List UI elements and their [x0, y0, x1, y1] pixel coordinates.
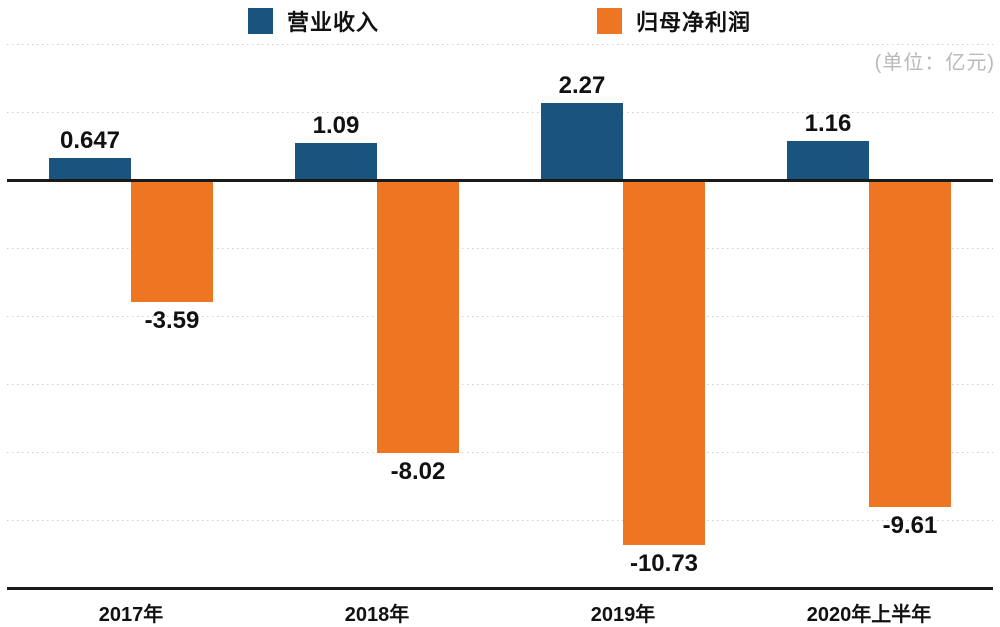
bar-revenue — [787, 140, 869, 180]
bar-revenue — [541, 102, 623, 180]
bar-profit — [623, 180, 705, 545]
value-label-profit: -10.73 — [629, 549, 699, 577]
bar-profit — [377, 180, 459, 453]
gridline — [7, 384, 993, 385]
gridline — [7, 452, 993, 453]
value-label-revenue: 0.647 — [59, 127, 121, 154]
bar-profit — [869, 180, 951, 507]
value-label-profit: -8.02 — [390, 457, 446, 485]
bar-revenue — [49, 158, 131, 180]
bottom-axis-line — [7, 587, 993, 590]
legend-swatch-profit-icon — [597, 8, 622, 34]
gridline — [7, 112, 993, 113]
gridline — [7, 248, 993, 249]
gridline — [7, 44, 993, 45]
unit-note: (单位：亿元) — [874, 52, 995, 74]
bar-revenue — [295, 142, 377, 180]
category-label: 2019年 — [590, 604, 656, 626]
zero-axis-line — [7, 179, 993, 182]
value-label-revenue: 1.16 — [804, 109, 852, 137]
value-label-profit: -3.59 — [144, 307, 200, 335]
category-label: 2017年 — [98, 604, 164, 626]
bar-profit — [131, 180, 213, 303]
legend-item-profit: 归母净利润 — [597, 8, 752, 35]
legend-label-profit: 归母净利润 — [636, 10, 752, 35]
value-label-profit: -9.61 — [882, 511, 938, 539]
gridline — [7, 316, 993, 317]
gridline — [7, 520, 993, 521]
legend-label-revenue: 营业收入 — [287, 10, 380, 35]
category-label: 2018年 — [344, 604, 410, 626]
legend-item-revenue: 营业收入 — [248, 8, 380, 35]
value-label-revenue: 2.27 — [558, 71, 606, 99]
category-label: 2020年上半年 — [806, 604, 932, 626]
legend-swatch-revenue-icon — [248, 8, 273, 34]
value-label-revenue: 1.09 — [312, 111, 360, 139]
